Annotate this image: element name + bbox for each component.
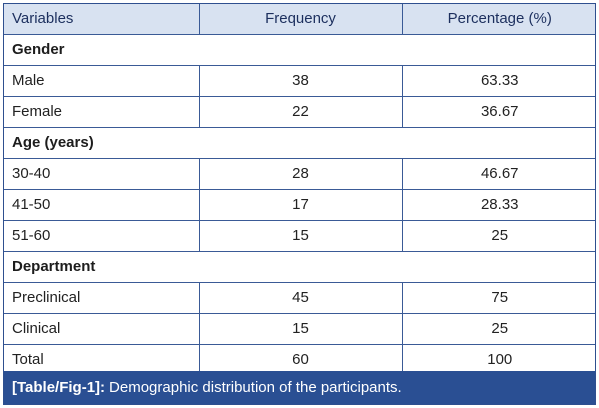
section-row-gender: Gender xyxy=(4,33,595,66)
total-percentage: 100 xyxy=(401,343,595,376)
row-label: Female xyxy=(4,95,200,128)
row-label: 51-60 xyxy=(4,219,200,252)
row-frequency: 45 xyxy=(198,281,403,314)
demographic-table: Variables Frequency Percentage (%) Gende… xyxy=(4,4,595,376)
row-label: Male xyxy=(4,64,200,97)
section-row-age: Age (years) xyxy=(4,126,595,159)
row-percentage: 36.67 xyxy=(401,95,595,128)
row-frequency: 15 xyxy=(198,312,403,345)
row-percentage: 63.33 xyxy=(401,64,595,97)
row-frequency: 28 xyxy=(198,157,403,190)
section-title: Gender xyxy=(4,33,595,66)
row-percentage: 46.67 xyxy=(401,157,595,190)
total-frequency: 60 xyxy=(198,343,403,376)
row-frequency: 22 xyxy=(198,95,403,128)
table-row: Female 22 36.67 xyxy=(4,95,595,128)
row-label: Preclinical xyxy=(4,281,200,314)
total-label: Total xyxy=(4,343,200,376)
table-row: Clinical 15 25 xyxy=(4,312,595,345)
header-percentage: Percentage (%) xyxy=(401,4,595,35)
caption-tag: [Table/Fig-1]: xyxy=(12,379,106,396)
caption-text: Demographic distribution of the particip… xyxy=(109,379,402,396)
table-row: 51-60 15 25 xyxy=(4,219,595,252)
row-label: 41-50 xyxy=(4,188,200,221)
row-frequency: 38 xyxy=(198,64,403,97)
row-frequency: 17 xyxy=(198,188,403,221)
total-row: Total 60 100 xyxy=(4,343,595,376)
table-caption: [Table/Fig-1]: Demographic distribution … xyxy=(4,371,595,404)
row-percentage: 25 xyxy=(401,312,595,345)
row-frequency: 15 xyxy=(198,219,403,252)
row-label: Clinical xyxy=(4,312,200,345)
table-row: Preclinical 45 75 xyxy=(4,281,595,314)
table-row: 30-40 28 46.67 xyxy=(4,157,595,190)
header-variables: Variables xyxy=(4,4,200,35)
section-row-department: Department xyxy=(4,250,595,283)
row-percentage: 28.33 xyxy=(401,188,595,221)
section-title: Department xyxy=(4,250,595,283)
row-percentage: 75 xyxy=(401,281,595,314)
table-row: 41-50 17 28.33 xyxy=(4,188,595,221)
header-frequency: Frequency xyxy=(198,4,403,35)
section-title: Age (years) xyxy=(4,126,595,159)
row-label: 30-40 xyxy=(4,157,200,190)
row-percentage: 25 xyxy=(401,219,595,252)
table-header-row: Variables Frequency Percentage (%) xyxy=(4,4,595,35)
demographic-table-figure: Variables Frequency Percentage (%) Gende… xyxy=(3,3,596,405)
table-row: Male 38 63.33 xyxy=(4,64,595,97)
